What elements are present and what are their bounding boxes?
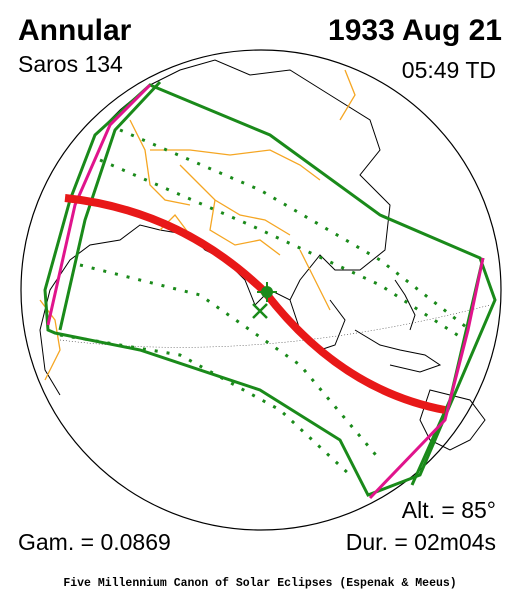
rise-curve	[58, 80, 162, 331]
dotted-limits	[59, 128, 471, 477]
subsolar-point	[252, 303, 268, 319]
altitude: Alt. = 85°	[402, 497, 496, 523]
eclipse-type: Annular	[18, 14, 132, 47]
path-limit	[368, 257, 485, 500]
greatest-eclipse-cross	[257, 282, 277, 302]
date: 1933 Aug 21	[328, 14, 502, 47]
duration: Dur. = 02m04s	[346, 529, 496, 555]
credit: Five Millennium Canon of Solar Eclipses …	[63, 577, 456, 590]
penumbra-limit	[43, 83, 497, 497]
saros: Saros 134	[18, 51, 123, 77]
borders	[39, 69, 356, 381]
path-limit	[46, 83, 152, 326]
time: 05:49 TD	[402, 57, 496, 83]
gamma: Gam. = 0.0869	[18, 529, 171, 555]
